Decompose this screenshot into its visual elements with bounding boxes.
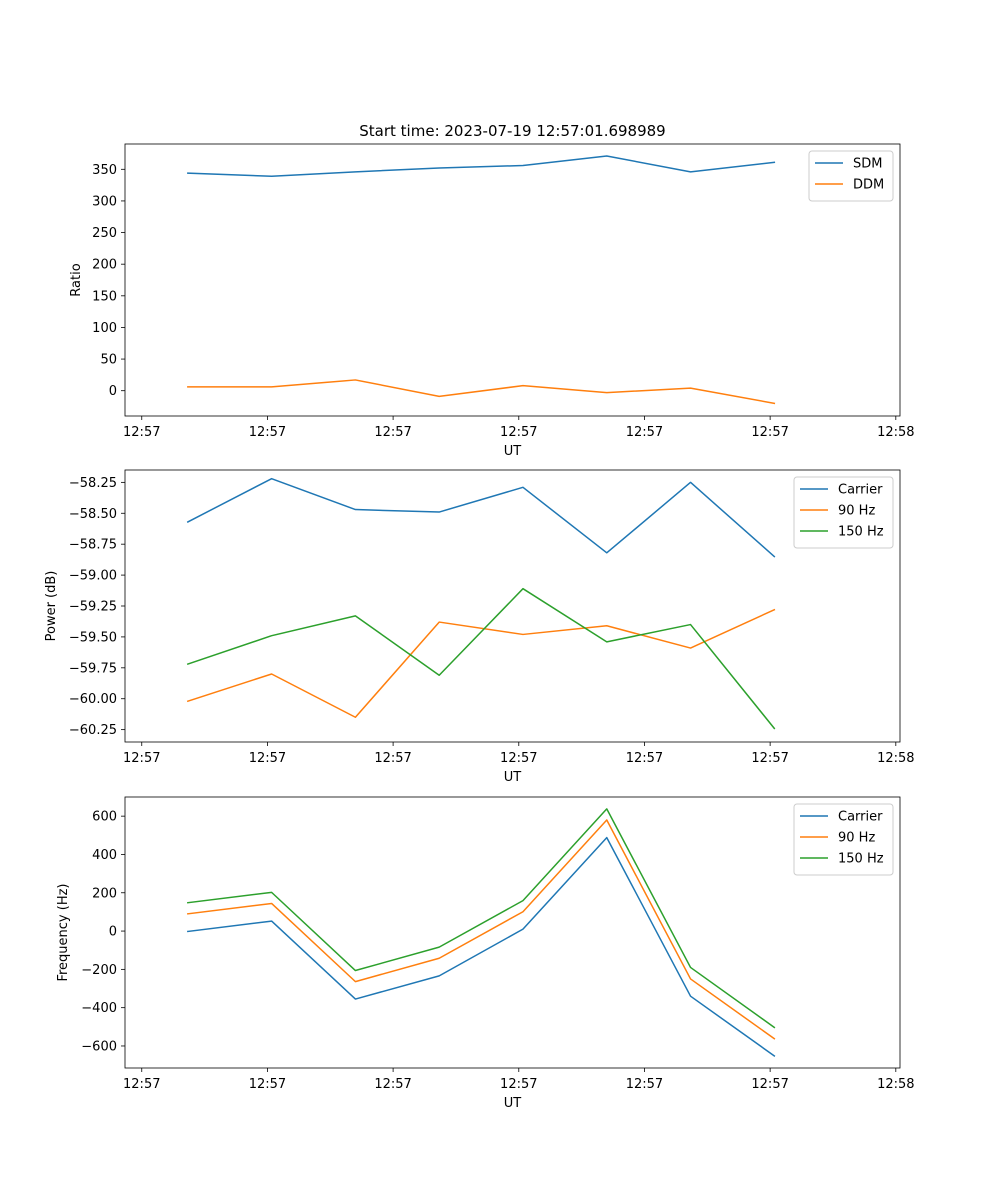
y-axis-label: Power (dB) [44, 571, 59, 642]
y-axis-label: Ratio [69, 263, 84, 296]
x-tick-label: 12:57 [751, 425, 788, 440]
legend-label: Carrier [838, 810, 883, 825]
y-tick-label: −60.25 [69, 723, 117, 738]
x-axis-label: UT [504, 1096, 522, 1111]
y-tick-label: −58.75 [69, 538, 117, 553]
y-tick-label: 350 [92, 163, 117, 178]
legend: Carrier 90 Hz 150 Hz [793, 803, 894, 876]
legend-label: DDM [853, 178, 884, 193]
x-tick-label: 12:58 [877, 425, 914, 440]
y-tick-label: −58.50 [69, 507, 117, 522]
series-line-90-hz [187, 819, 776, 1040]
x-tick-label: 12:57 [374, 1077, 411, 1092]
y-tick-label: 200 [92, 258, 117, 273]
series-line-150-hz [187, 808, 776, 1029]
y-tick-label: 50 [100, 353, 117, 368]
x-tick-label: 12:57 [374, 425, 411, 440]
axes-frame [124, 143, 901, 417]
y-tick-label: 600 [92, 810, 117, 825]
x-tick-label: 12:57 [123, 425, 160, 440]
x-tick-label: 12:57 [374, 751, 411, 766]
y-tick-label: 200 [92, 886, 117, 901]
chart-title: Start time: 2023-07-19 12:57:01.698989 [359, 122, 665, 140]
y-tick-label: −58.25 [69, 476, 117, 491]
chart-panel-1: 12:57 12:57 12:57 12:57 12:57 12:57 12:58 0 50 10… [69, 143, 915, 459]
chart-panel-2: 12:57 12:57 12:57 12:57 12:57 12:57 12:58 −60.2… [44, 469, 915, 785]
legend-label: 150 Hz [838, 525, 884, 540]
legend: Carrier 90 Hz 150 Hz [793, 476, 894, 549]
x-tick-label: 12:57 [123, 751, 160, 766]
y-tick-label: −400 [81, 1001, 117, 1016]
series-line-carrier [186, 477, 776, 558]
y-tick-label: −59.25 [69, 600, 117, 615]
series-line-150-hz [186, 587, 776, 730]
legend-label: 90 Hz [838, 504, 875, 519]
y-axis-label: Frequency (Hz) [56, 883, 71, 981]
legend-label: 90 Hz [838, 831, 875, 846]
x-tick-label: 12:58 [877, 751, 914, 766]
x-axis-label: UT [504, 770, 522, 785]
x-axis-label: UT [504, 444, 522, 459]
y-tick-label: 0 [109, 925, 117, 940]
y-tick-label: −59.00 [69, 569, 117, 584]
axes-frame [124, 796, 901, 1069]
series-line-90-hz [186, 608, 776, 719]
x-tick-label: 12:57 [249, 425, 286, 440]
x-tick-label: 12:57 [249, 751, 286, 766]
x-tick-label: 12:57 [500, 1077, 537, 1092]
x-tick-label: 12:57 [249, 1077, 286, 1092]
x-tick-label: 12:57 [626, 751, 663, 766]
y-tick-label: −600 [81, 1039, 117, 1054]
x-tick-label: 12:57 [751, 1077, 788, 1092]
y-tick-label: 150 [92, 289, 117, 304]
x-tick-label: 12:57 [500, 425, 537, 440]
x-tick-label: 12:57 [626, 425, 663, 440]
chart-panel-3: 12:57 12:57 12:57 12:57 12:57 12:57 12:58 −600 −… [56, 796, 915, 1111]
y-tick-label: −59.50 [69, 630, 117, 645]
y-tick-label: −200 [81, 963, 117, 978]
x-tick-label: 12:58 [877, 1077, 914, 1092]
x-tick-label: 12:57 [123, 1077, 160, 1092]
x-tick-label: 12:57 [751, 751, 788, 766]
y-tick-label: 250 [92, 226, 117, 241]
x-tick-label: 12:57 [626, 1077, 663, 1092]
y-tick-label: 100 [92, 321, 117, 336]
y-tick-label: 0 [109, 384, 117, 399]
series-line-sdm [187, 155, 776, 178]
y-tick-label: −60.00 [69, 692, 117, 707]
x-tick-label: 12:57 [500, 751, 537, 766]
legend-label: SDM [853, 157, 882, 172]
legend-label: 150 Hz [838, 852, 884, 867]
legend: SDM DDM [808, 150, 894, 202]
y-tick-label: 300 [92, 194, 117, 209]
legend-label: Carrier [838, 483, 883, 498]
series-line-ddm [187, 379, 776, 405]
series-line-carrier [187, 836, 776, 1057]
y-tick-label: −59.75 [69, 661, 117, 676]
y-tick-label: 400 [92, 848, 117, 863]
